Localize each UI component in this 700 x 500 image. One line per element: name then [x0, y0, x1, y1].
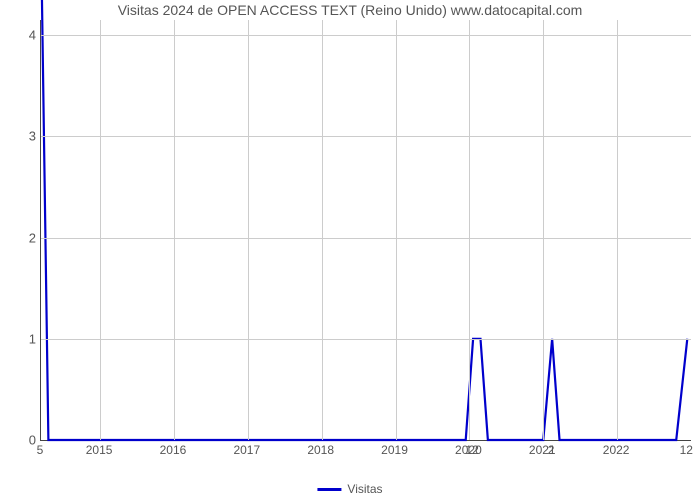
x-tick-label: 2022 — [603, 443, 630, 457]
gridline-vertical — [100, 20, 101, 440]
series-line — [41, 20, 691, 440]
x-tick-label: 2017 — [233, 443, 260, 457]
legend: Visitas — [317, 482, 382, 496]
gridline-horizontal — [41, 35, 691, 36]
y-tick-label: 2 — [16, 230, 36, 245]
x-tick-label: 2015 — [86, 443, 113, 457]
gridline-vertical — [396, 20, 397, 440]
gridline-vertical — [174, 20, 175, 440]
x-tick-label: 2016 — [160, 443, 187, 457]
gridline-vertical — [248, 20, 249, 440]
legend-swatch — [317, 488, 341, 491]
gridline-horizontal — [41, 136, 691, 137]
chart-title: Visitas 2024 de OPEN ACCESS TEXT (Reino … — [118, 2, 583, 18]
gridline-horizontal — [41, 238, 691, 239]
x-value-label: 2 — [548, 443, 555, 457]
plot-area — [40, 20, 691, 441]
y-tick-label: 1 — [16, 331, 36, 346]
y-tick-label: 4 — [16, 28, 36, 43]
line-chart: Visitas 2024 de OPEN ACCESS TEXT (Reino … — [0, 0, 700, 500]
gridline-vertical — [322, 20, 323, 440]
x-value-label: 5 — [37, 443, 44, 457]
gridline-vertical — [469, 20, 470, 440]
gridline-vertical — [543, 20, 544, 440]
y-tick-label: 3 — [16, 129, 36, 144]
x-tick-label: 2018 — [307, 443, 334, 457]
x-tick-label: 2019 — [381, 443, 408, 457]
gridline-vertical — [617, 20, 618, 440]
y-tick-label: 0 — [16, 433, 36, 448]
gridline-horizontal — [41, 339, 691, 340]
legend-label: Visitas — [347, 482, 382, 496]
x-value-label: 12 — [680, 443, 693, 457]
x-value-label: 12 — [465, 443, 478, 457]
